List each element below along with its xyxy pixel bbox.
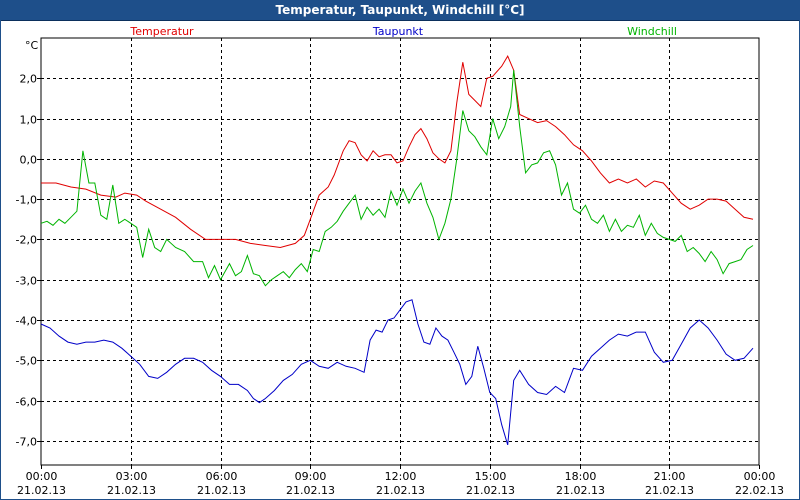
- x-tick-label-time: 15:00: [475, 470, 507, 483]
- series-line-taupunkt: [40, 299, 754, 446]
- y-tick-label: -1,0: [16, 194, 37, 207]
- x-tick-label-time: 00:00: [744, 470, 776, 483]
- x-tick-label-date: 21.02.13: [466, 484, 515, 497]
- series-line-windchill: [40, 70, 754, 287]
- x-tick-label-time: 09:00: [295, 470, 327, 483]
- y-tick-label: 0,0: [20, 154, 38, 167]
- y-tick-label: -3,0: [16, 275, 37, 288]
- window-titlebar: Temperatur, Taupunkt, Windchill [°C]: [0, 0, 800, 21]
- x-tick-label-time: 00:00: [26, 470, 58, 483]
- legend-entry-taupunkt: Taupunkt: [372, 25, 424, 38]
- x-tick-label-date: 21.02.13: [197, 484, 246, 497]
- series-line-temperatur: [41, 54, 754, 249]
- y-tick-label: -7,0: [16, 436, 37, 449]
- y-tick-label: -4,0: [16, 315, 37, 328]
- window-title: Temperatur, Taupunkt, Windchill [°C]: [275, 3, 525, 17]
- x-tick-label-time: 12:00: [385, 470, 417, 483]
- x-tick-label-date: 21.02.13: [376, 484, 425, 497]
- y-tick-label: -2,0: [16, 234, 37, 247]
- y-tick-label: -5,0: [16, 355, 37, 368]
- x-tick-label-date: 21.02.13: [286, 484, 335, 497]
- x-tick-label-date: 22.02.13: [735, 484, 784, 497]
- x-tick-label-date: 21.02.13: [556, 484, 605, 497]
- x-tick-label-date: 21.02.13: [645, 484, 694, 497]
- legend-entry-temperatur: Temperatur: [129, 25, 194, 38]
- x-tick-label-time: 06:00: [206, 470, 238, 483]
- y-axis-unit-label: °C: [25, 39, 39, 52]
- x-tick-label-time: 21:00: [654, 470, 686, 483]
- x-tick-label-date: 21.02.13: [107, 484, 156, 497]
- y-tick-label: 1,0: [20, 114, 38, 127]
- x-tick-label-time: 18:00: [565, 470, 597, 483]
- legend-entry-windchill: Windchill: [627, 25, 677, 38]
- y-tick-label: -6,0: [16, 396, 37, 409]
- x-tick-label-date: 21.02.13: [17, 484, 66, 497]
- x-tick-label-time: 03:00: [116, 470, 148, 483]
- y-tick-label: 2,0: [20, 73, 38, 86]
